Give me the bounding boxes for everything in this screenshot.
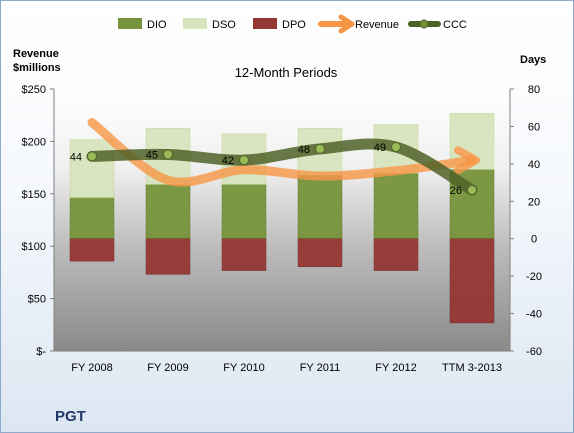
bar-dpo-fy-2009 <box>145 238 191 275</box>
right-tick-label: -60 <box>526 346 542 358</box>
bar-dio-fy-2008 <box>69 197 115 239</box>
series-revenue-line <box>87 118 477 187</box>
bar-dpo-fy-2012 <box>373 238 419 271</box>
bar-dpo-fy-2010 <box>221 238 267 271</box>
legend-label-dio: DIO <box>147 19 167 31</box>
legend-label-ccc: CCC <box>443 19 467 31</box>
ccc-label-fy-2010: 42 <box>222 155 234 167</box>
plot-area <box>54 89 510 351</box>
ccc-label-fy-2008: 44 <box>70 151 82 163</box>
ccc-label-fy-2012: 49 <box>374 142 386 154</box>
left-tick-label: $200 <box>22 136 46 148</box>
right-tick-label: -20 <box>526 271 542 283</box>
x-tick-label-fy-2010: FY 2010 <box>223 362 264 374</box>
right-tick-label: -40 <box>526 309 542 321</box>
x-tick-label-fy-2008: FY 2008 <box>71 362 112 374</box>
ccc-label-fy-2009: 45 <box>146 150 158 162</box>
bar-dio-fy-2011 <box>297 174 343 239</box>
x-tick-label-fy-2011: FY 2011 <box>300 362 341 374</box>
legend-label-dso: DSO <box>212 19 236 31</box>
bar-dio-fy-2012 <box>373 172 419 239</box>
left-tick-label: $- <box>36 346 46 358</box>
ccc-point-fy-2009 <box>163 149 173 160</box>
x-tick-label-fy-2012: FY 2012 <box>375 362 416 374</box>
right-tick-label: 40 <box>528 159 540 171</box>
ccc-point-fy-2011 <box>315 143 325 154</box>
revenue-layer <box>87 118 480 187</box>
ccc-point-fy-2008 <box>87 151 97 162</box>
x-tick-label-ttm-3-2013: TTM 3-2013 <box>442 362 502 374</box>
bar-dpo-ttm-3-2013 <box>449 238 495 324</box>
left-tick-label: $50 <box>28 294 46 306</box>
x-tick-label-fy-2009: FY 2009 <box>147 362 188 374</box>
ccc-label-fy-2011: 48 <box>298 144 310 156</box>
left-axis-title-line1: Revenue <box>13 48 59 60</box>
company-name: PGT <box>55 408 86 425</box>
left-tick-label: $250 <box>22 84 46 96</box>
series-ccc-line <box>86 138 478 196</box>
left-tick-label: $150 <box>22 189 46 201</box>
ccc-point-fy-2010 <box>239 155 249 166</box>
legend-swatch-dso <box>183 18 207 29</box>
chart-title: 12-Month Periods <box>235 65 338 80</box>
legend-swatch-revenue-arrow <box>338 14 355 34</box>
ccc-label-ttm-3-2013: 26 <box>450 185 462 197</box>
bar-dpo-fy-2008 <box>69 238 115 262</box>
bar-dio-fy-2009 <box>145 184 191 239</box>
bar-dio-fy-2010 <box>221 184 267 239</box>
right-axis-title: Days <box>520 54 546 66</box>
left-axis-title-line2: $millions <box>13 62 61 74</box>
right-tick-label: 60 <box>528 121 540 133</box>
bars-layer <box>69 113 495 324</box>
legend-label-dpo: DPO <box>282 19 306 31</box>
legend-swatch-ccc-marker <box>419 19 429 29</box>
ccc-layer: 44 45 42 48 49 26 <box>70 138 478 197</box>
bar-dpo-fy-2011 <box>297 238 343 268</box>
axes-layer: $- $50 $100 $150 $200 $250 -60 -40 -20 0 20 40 60 80 F… <box>22 84 542 374</box>
right-tick-label: 0 <box>531 234 537 246</box>
left-tick-label: $100 <box>22 241 46 253</box>
legend-label-revenue: Revenue <box>355 19 399 31</box>
series-revenue-arrowhead <box>454 146 480 175</box>
ccc-point-fy-2012 <box>391 142 401 153</box>
bar-dso-fy-2008 <box>69 139 115 198</box>
legend: DIO DSO DPO Revenue CCC <box>118 14 467 34</box>
ccc-point-ttm-3-2013 <box>467 185 477 196</box>
right-tick-label: 20 <box>528 196 540 208</box>
right-tick-label: 80 <box>528 84 540 96</box>
legend-swatch-dio <box>118 18 142 29</box>
legend-swatch-dpo <box>253 18 277 29</box>
